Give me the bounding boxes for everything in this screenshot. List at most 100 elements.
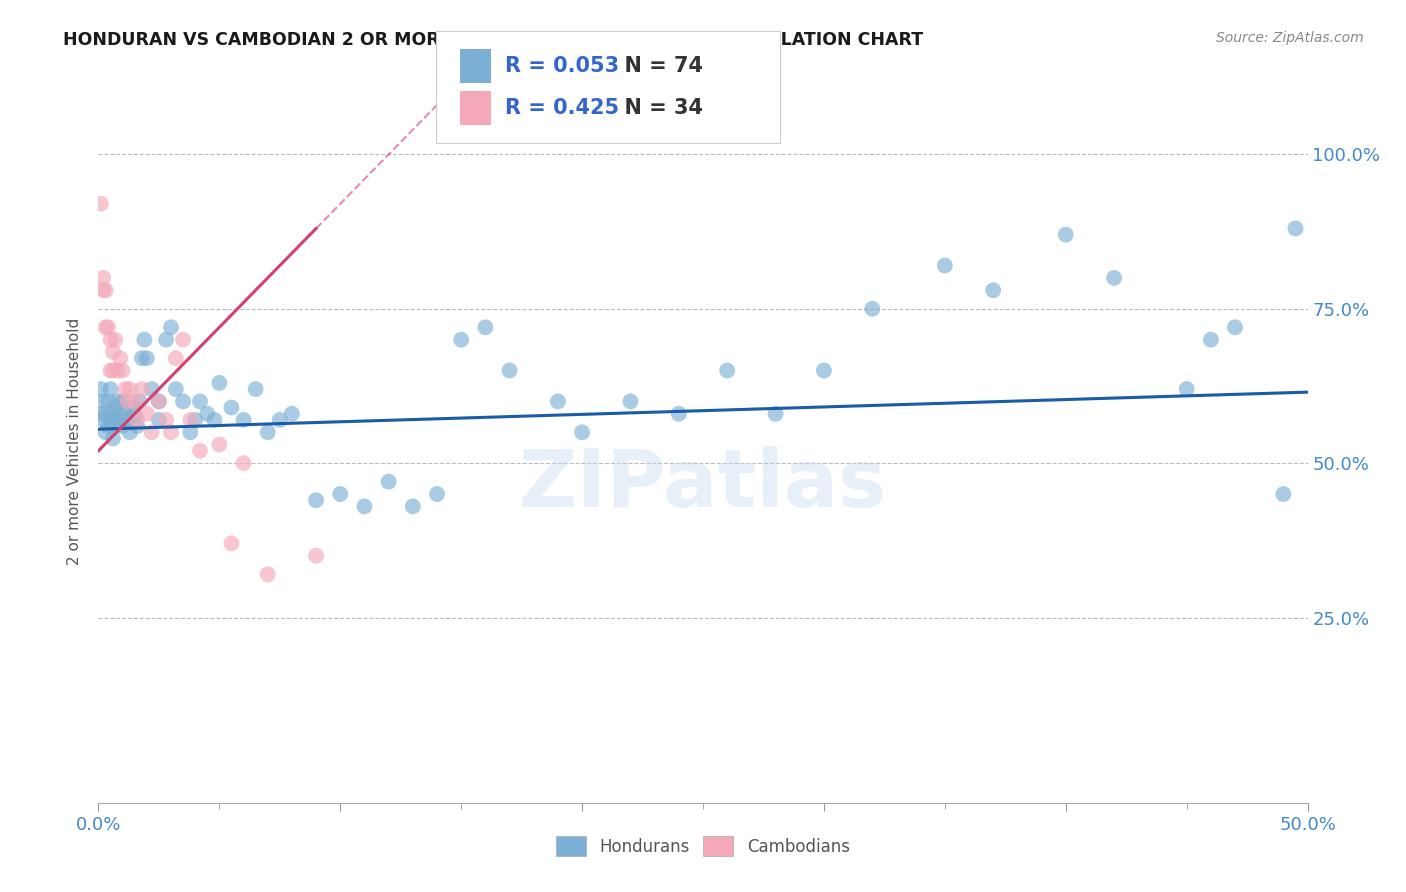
Point <box>117 394 139 409</box>
Point <box>188 443 211 458</box>
Point <box>100 363 122 377</box>
Point <box>148 413 170 427</box>
Point <box>172 333 194 347</box>
Point <box>107 363 129 377</box>
Text: N = 34: N = 34 <box>610 98 703 118</box>
Point <box>668 407 690 421</box>
Point <box>134 333 156 347</box>
Point <box>101 432 124 446</box>
Point <box>160 320 183 334</box>
Point <box>1284 221 1306 235</box>
Point <box>402 500 425 514</box>
Point <box>195 407 218 421</box>
Point <box>329 487 352 501</box>
Point <box>305 549 328 563</box>
Point <box>94 320 117 334</box>
Point <box>94 407 117 421</box>
Point <box>245 382 267 396</box>
Point <box>981 283 1004 297</box>
Point <box>765 407 787 421</box>
Text: HONDURAN VS CAMBODIAN 2 OR MORE VEHICLES IN HOUSEHOLD CORRELATION CHART: HONDURAN VS CAMBODIAN 2 OR MORE VEHICLES… <box>63 31 924 49</box>
Point <box>148 394 170 409</box>
Point <box>256 425 278 440</box>
Point <box>450 333 472 347</box>
Point <box>547 394 569 409</box>
Point <box>94 283 117 297</box>
Point <box>377 475 399 489</box>
Point <box>141 382 163 396</box>
Text: Source: ZipAtlas.com: Source: ZipAtlas.com <box>1216 31 1364 45</box>
Point <box>90 382 112 396</box>
Point <box>269 413 291 427</box>
Point <box>179 413 201 427</box>
Point <box>118 425 141 440</box>
Point <box>232 456 254 470</box>
Point <box>179 425 201 440</box>
Text: ZIPatlas: ZIPatlas <box>519 446 887 524</box>
Point <box>188 394 211 409</box>
Point <box>172 394 194 409</box>
Point <box>232 413 254 427</box>
Point <box>281 407 304 421</box>
Point <box>208 437 231 451</box>
Point <box>111 363 134 377</box>
Point <box>1199 333 1222 347</box>
Point <box>131 382 153 396</box>
Point <box>135 351 157 366</box>
Point <box>208 376 231 390</box>
Point <box>1102 271 1125 285</box>
Point <box>813 363 835 377</box>
Point <box>1272 487 1295 501</box>
Point <box>1175 382 1198 396</box>
Point <box>97 394 120 409</box>
Point <box>128 394 150 409</box>
Point <box>94 425 117 440</box>
Point <box>108 407 131 421</box>
Point <box>135 407 157 421</box>
Point <box>426 487 449 501</box>
Point <box>100 382 122 396</box>
Point <box>124 394 146 409</box>
Point <box>353 500 375 514</box>
Y-axis label: 2 or more Vehicles in Household: 2 or more Vehicles in Household <box>67 318 83 566</box>
Point <box>117 413 139 427</box>
Point <box>1054 227 1077 242</box>
Point <box>184 413 207 427</box>
Point <box>571 425 593 440</box>
Point <box>114 382 136 396</box>
Point <box>1223 320 1246 334</box>
Point <box>160 425 183 440</box>
Point <box>221 536 243 550</box>
Point <box>114 407 136 421</box>
Legend: Hondurans, Cambodians: Hondurans, Cambodians <box>550 830 856 863</box>
Text: R = 0.053: R = 0.053 <box>505 56 619 76</box>
Point <box>97 419 120 434</box>
Point <box>101 407 124 421</box>
Point <box>90 407 112 421</box>
Point <box>155 413 177 427</box>
Point <box>97 320 120 334</box>
Point <box>91 271 114 285</box>
Point <box>127 419 149 434</box>
Point <box>108 351 131 366</box>
Point <box>101 363 124 377</box>
Point <box>100 413 122 427</box>
Point <box>498 363 520 377</box>
Point <box>104 401 127 415</box>
Point <box>107 394 129 409</box>
Point <box>100 333 122 347</box>
Point <box>148 394 170 409</box>
Text: N = 74: N = 74 <box>610 56 703 76</box>
Point <box>131 351 153 366</box>
Point <box>107 413 129 427</box>
Point <box>165 382 187 396</box>
Point <box>155 333 177 347</box>
Point <box>127 413 149 427</box>
Point <box>256 567 278 582</box>
Point <box>104 419 127 434</box>
Point <box>860 301 883 316</box>
Point <box>91 283 114 297</box>
Point <box>141 425 163 440</box>
Point <box>91 394 114 409</box>
Point <box>619 394 641 409</box>
